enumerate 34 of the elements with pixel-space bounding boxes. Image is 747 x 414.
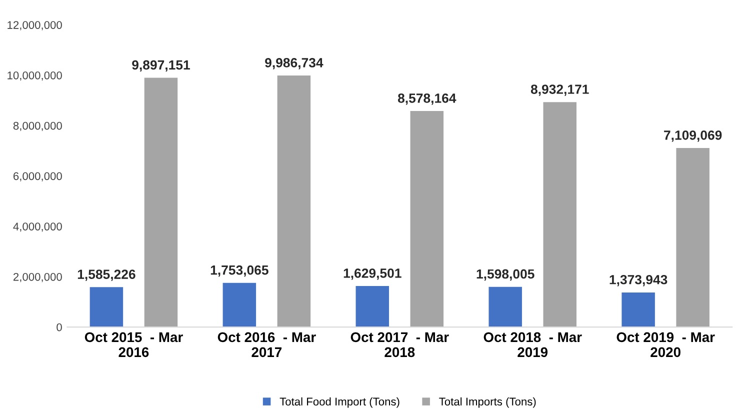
- y-tick-label: 12,000,000: [8, 21, 62, 30]
- data-label: 1,585,226: [78, 270, 136, 281]
- x-tick-label: Oct 2015 - Mar 2016: [84, 332, 183, 358]
- y-tick-label: 8,000,000: [13, 122, 62, 132]
- y-tick-label: 10,000,000: [8, 71, 62, 81]
- x-tick-label: Oct 2016 - Mar 2017: [218, 332, 316, 358]
- bar: [277, 76, 311, 328]
- data-label: 1,598,005: [476, 269, 534, 281]
- y-tick-label: 4,000,000: [13, 222, 62, 232]
- data-label: 1,629,501: [344, 268, 402, 280]
- bar: [356, 286, 390, 328]
- y-tick-label: 0: [56, 323, 62, 332]
- data-label: 1,373,943: [610, 274, 668, 286]
- bar: [222, 282, 256, 328]
- data-label: 9,986,734: [265, 58, 324, 70]
- bar: [410, 111, 444, 328]
- bar: [676, 148, 710, 328]
- bar: [90, 287, 124, 328]
- legend-label: Total Imports (Tons): [439, 397, 536, 408]
- data-label: 8,578,164: [398, 94, 456, 105]
- y-tick-label: 2,000,000: [14, 272, 62, 282]
- bar: [488, 286, 522, 328]
- data-label: 8,932,171: [530, 84, 589, 96]
- data-label: 7,109,069: [664, 130, 722, 142]
- y-tick-label: 6,000,000: [14, 172, 62, 182]
- x-tick-label: Oct 2017 - Mar 2018: [350, 332, 449, 358]
- bar: [144, 78, 178, 328]
- bar: [622, 292, 655, 328]
- bar: [543, 102, 576, 328]
- data-label: 9,897,151: [132, 60, 190, 72]
- x-tick-label: Oct 2019 - Mar 2020: [616, 332, 715, 358]
- x-tick-label: Oct 2018 - Mar 2019: [484, 332, 582, 358]
- legend-label: Total Food Import (Tons): [280, 397, 400, 408]
- data-label: 1,753,065: [210, 265, 268, 277]
